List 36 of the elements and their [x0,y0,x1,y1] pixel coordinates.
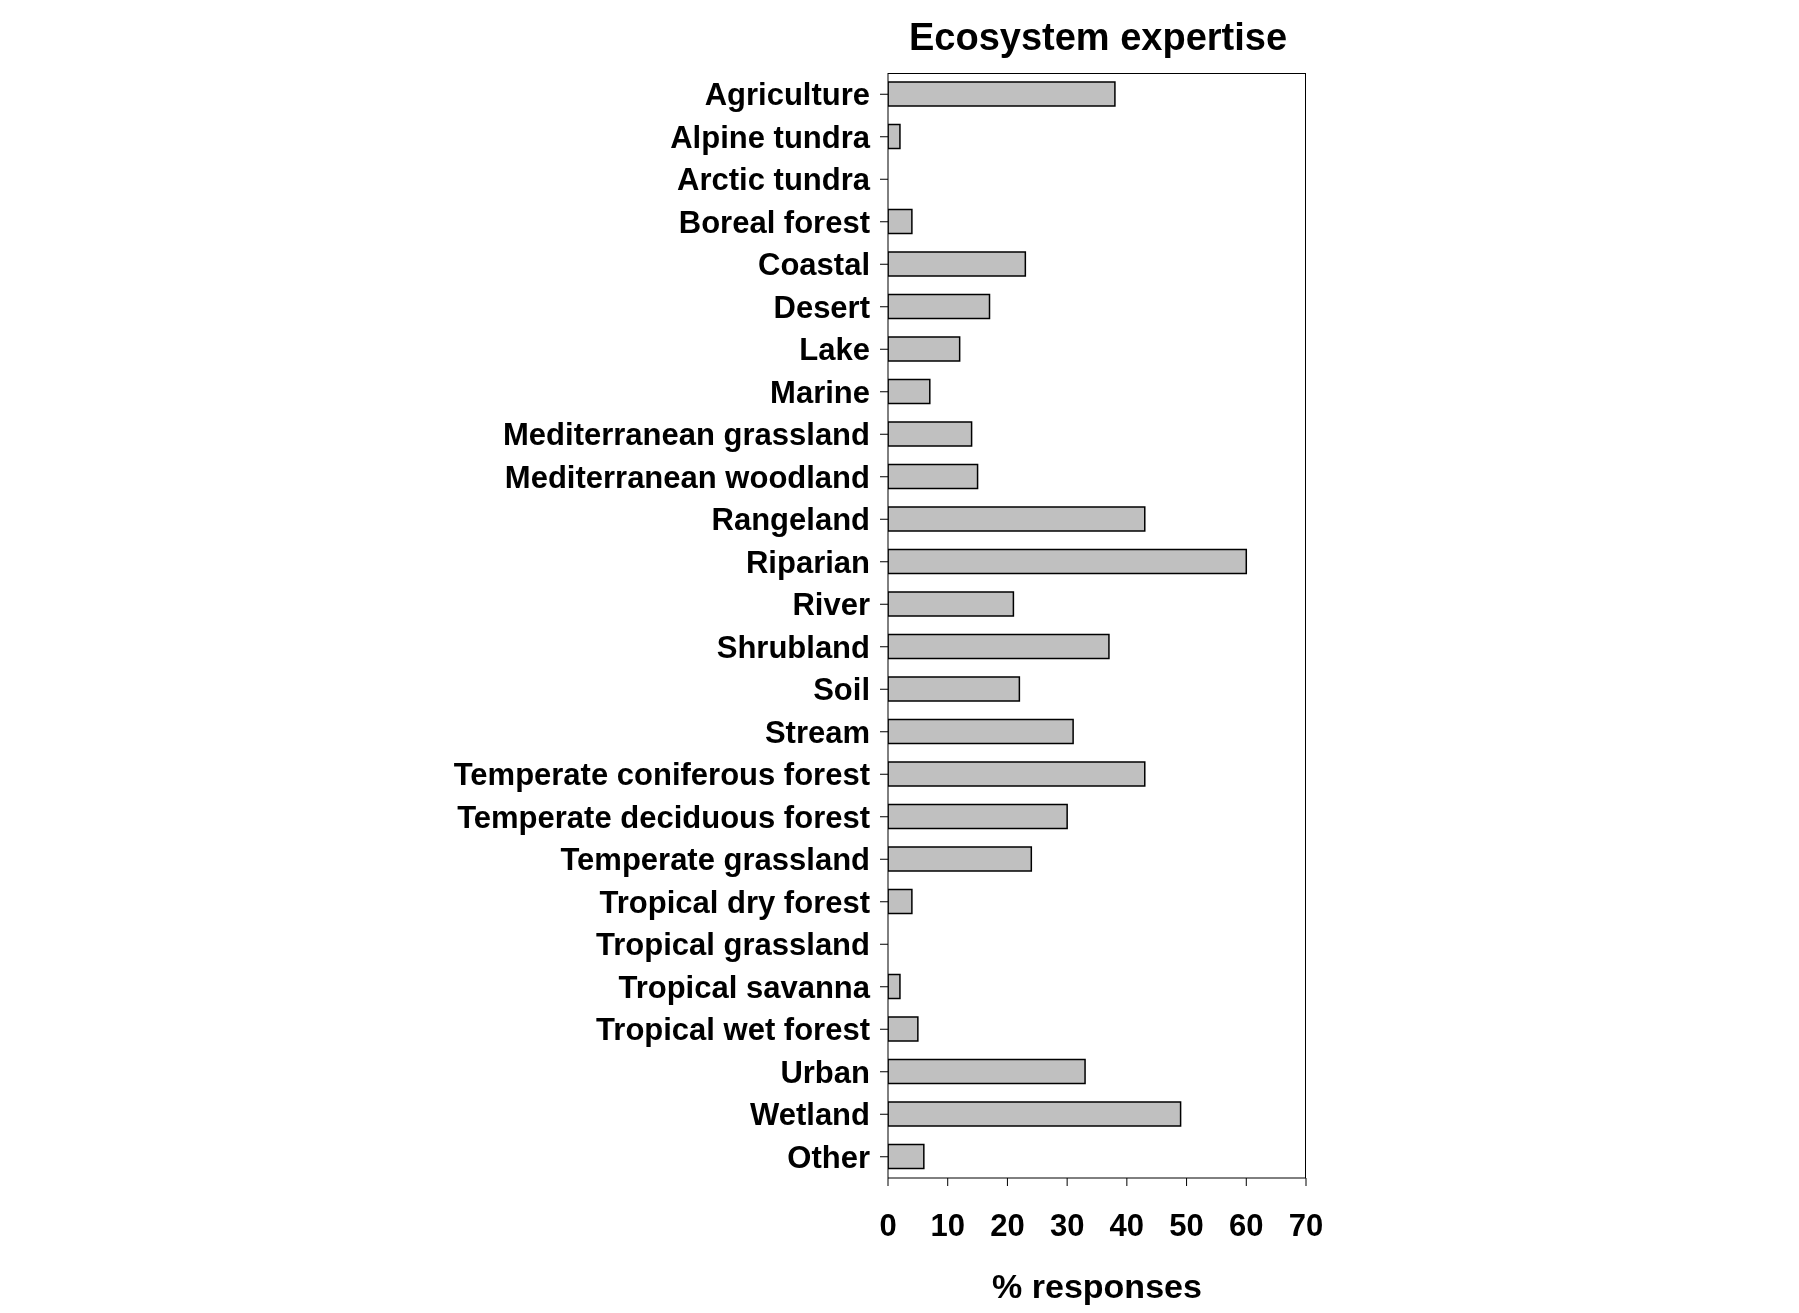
y-tick-label: Tropical dry forest [599,884,870,920]
x-tick-label: 60 [1229,1208,1264,1244]
y-tick-label: Rangeland [711,502,870,538]
y-tick-label: Boreal forest [678,204,870,240]
y-tick-label: Mediterranean grassland [503,417,870,453]
y-tick-label: Tropical savanna [618,969,871,1005]
x-tick-label: 40 [1109,1208,1145,1244]
x-tick-label: 0 [879,1208,897,1244]
x-tick-label: 50 [1169,1208,1204,1244]
x-tick-label: 70 [1288,1208,1324,1244]
y-tick-label: Wetland [750,1097,870,1133]
y-tick-label: Coastal [758,247,870,283]
y-tick-label: Lake [799,332,870,368]
y-tick-label: Temperate grassland [560,842,870,878]
y-tick-label: Agriculture [704,77,870,113]
x-axis-title: % responses [992,1267,1202,1305]
y-tick-label: Marine [770,374,870,410]
x-tick-label: 20 [990,1208,1025,1244]
y-tick-label: Riparian [745,544,870,580]
y-tick-label: Temperate deciduous forest [457,799,870,835]
y-tick-label: Urban [780,1054,870,1090]
y-tick-label: Shrubland [716,629,870,665]
y-tick-label: Soil [813,672,870,708]
y-tick-label: River [792,587,870,623]
y-tick-label: Desert [773,289,870,325]
y-tick-label: Mediterranean woodland [504,459,870,495]
y-tick-label: Arctic tundra [677,162,871,198]
y-tick-label: Tropical wet forest [596,1012,870,1048]
x-tick-label: 30 [1049,1208,1085,1244]
y-tick-label: Tropical grassland [596,927,870,963]
y-tick-label: Alpine tundra [670,119,871,155]
chart-title: Ecosystem expertise [907,16,1289,59]
y-tick-label: Stream [764,714,870,750]
y-tick-label: Other [787,1139,870,1175]
x-tick-label: 10 [930,1208,965,1244]
y-tick-label: Temperate coniferous forest [453,757,870,793]
